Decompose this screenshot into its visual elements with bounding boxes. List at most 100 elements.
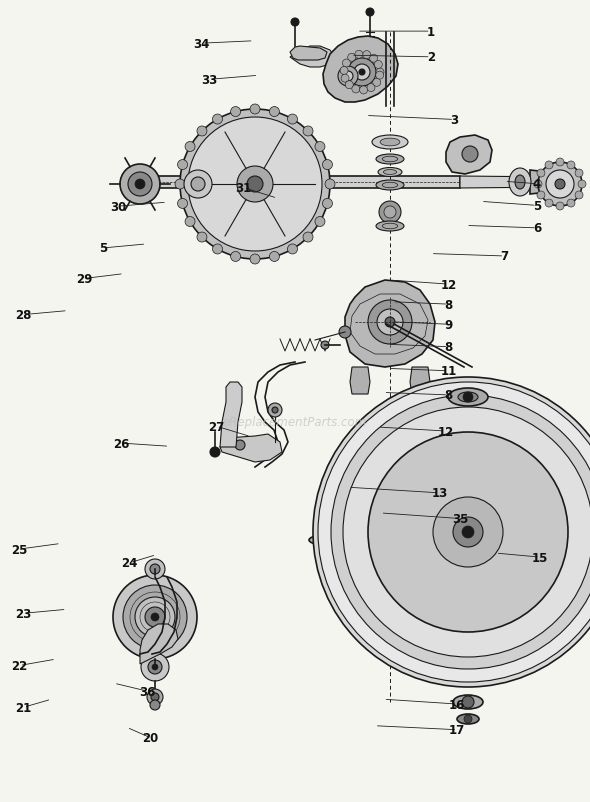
Circle shape — [359, 87, 368, 95]
Text: 22: 22 — [11, 659, 28, 672]
Ellipse shape — [458, 392, 478, 403]
Circle shape — [359, 70, 365, 76]
Text: 6: 6 — [533, 222, 541, 235]
Circle shape — [303, 127, 313, 137]
Text: 33: 33 — [201, 74, 218, 87]
Circle shape — [113, 575, 197, 659]
Circle shape — [338, 67, 358, 87]
Circle shape — [185, 142, 195, 152]
Circle shape — [315, 142, 325, 152]
Circle shape — [318, 383, 590, 683]
Circle shape — [575, 170, 583, 178]
Circle shape — [545, 200, 553, 208]
Circle shape — [545, 162, 553, 170]
Text: 24: 24 — [122, 557, 138, 569]
Ellipse shape — [376, 155, 404, 164]
Circle shape — [345, 82, 353, 90]
Polygon shape — [345, 281, 435, 367]
Text: 23: 23 — [15, 607, 32, 620]
Circle shape — [453, 517, 483, 547]
Circle shape — [556, 159, 564, 167]
Circle shape — [315, 217, 325, 227]
Circle shape — [376, 69, 384, 77]
Ellipse shape — [372, 318, 408, 331]
Circle shape — [145, 559, 165, 579]
Circle shape — [325, 180, 335, 190]
Polygon shape — [460, 176, 560, 188]
Circle shape — [578, 180, 586, 188]
Polygon shape — [350, 367, 370, 395]
Ellipse shape — [382, 183, 398, 188]
Circle shape — [555, 180, 565, 190]
Circle shape — [197, 127, 207, 137]
Polygon shape — [323, 37, 398, 103]
Circle shape — [231, 252, 241, 262]
Circle shape — [151, 693, 159, 701]
Circle shape — [364, 49, 376, 61]
Circle shape — [352, 86, 360, 94]
Text: 27: 27 — [208, 420, 225, 433]
Text: 12: 12 — [437, 425, 454, 438]
Text: 5: 5 — [99, 242, 107, 255]
Circle shape — [376, 72, 384, 80]
Text: 11: 11 — [440, 365, 457, 378]
Text: 1: 1 — [427, 26, 435, 38]
Ellipse shape — [382, 157, 398, 163]
Circle shape — [367, 84, 375, 92]
Circle shape — [120, 164, 160, 205]
Polygon shape — [290, 47, 335, 68]
Text: 26: 26 — [113, 437, 129, 450]
Circle shape — [368, 301, 412, 345]
Circle shape — [567, 162, 575, 170]
Circle shape — [147, 689, 163, 705]
Circle shape — [270, 107, 280, 117]
Polygon shape — [290, 47, 327, 61]
Text: 20: 20 — [142, 731, 159, 744]
Text: 3: 3 — [450, 114, 458, 127]
Circle shape — [250, 255, 260, 265]
Ellipse shape — [379, 202, 401, 224]
Circle shape — [151, 614, 159, 622]
Circle shape — [537, 170, 545, 178]
Circle shape — [123, 585, 187, 649]
Ellipse shape — [384, 207, 396, 219]
Circle shape — [366, 9, 374, 17]
Circle shape — [272, 407, 278, 414]
Polygon shape — [140, 176, 460, 188]
Circle shape — [331, 395, 590, 669]
Circle shape — [373, 79, 381, 87]
Circle shape — [212, 245, 222, 254]
Ellipse shape — [380, 321, 400, 329]
Text: 17: 17 — [449, 723, 466, 736]
Circle shape — [210, 448, 220, 457]
Ellipse shape — [376, 221, 404, 232]
Ellipse shape — [515, 176, 525, 190]
Text: 36: 36 — [139, 685, 156, 698]
Text: 29: 29 — [76, 273, 93, 286]
Circle shape — [250, 105, 260, 115]
Text: 7: 7 — [500, 250, 509, 263]
Text: 30: 30 — [110, 200, 126, 213]
Circle shape — [385, 318, 395, 327]
Circle shape — [463, 392, 473, 403]
Ellipse shape — [309, 525, 590, 555]
Text: 2: 2 — [427, 51, 435, 64]
Circle shape — [135, 597, 175, 638]
Circle shape — [150, 565, 160, 574]
Polygon shape — [530, 171, 548, 195]
Text: 34: 34 — [194, 38, 210, 51]
Circle shape — [287, 115, 297, 125]
Circle shape — [377, 310, 403, 335]
Ellipse shape — [378, 168, 402, 177]
Text: 16: 16 — [449, 698, 466, 711]
Circle shape — [148, 660, 162, 674]
Circle shape — [433, 497, 503, 567]
Circle shape — [374, 61, 382, 69]
Circle shape — [556, 203, 564, 211]
Circle shape — [355, 51, 363, 59]
Circle shape — [231, 107, 241, 117]
Text: 12: 12 — [440, 278, 457, 291]
Circle shape — [287, 245, 297, 254]
Circle shape — [128, 172, 152, 196]
Circle shape — [150, 700, 160, 710]
